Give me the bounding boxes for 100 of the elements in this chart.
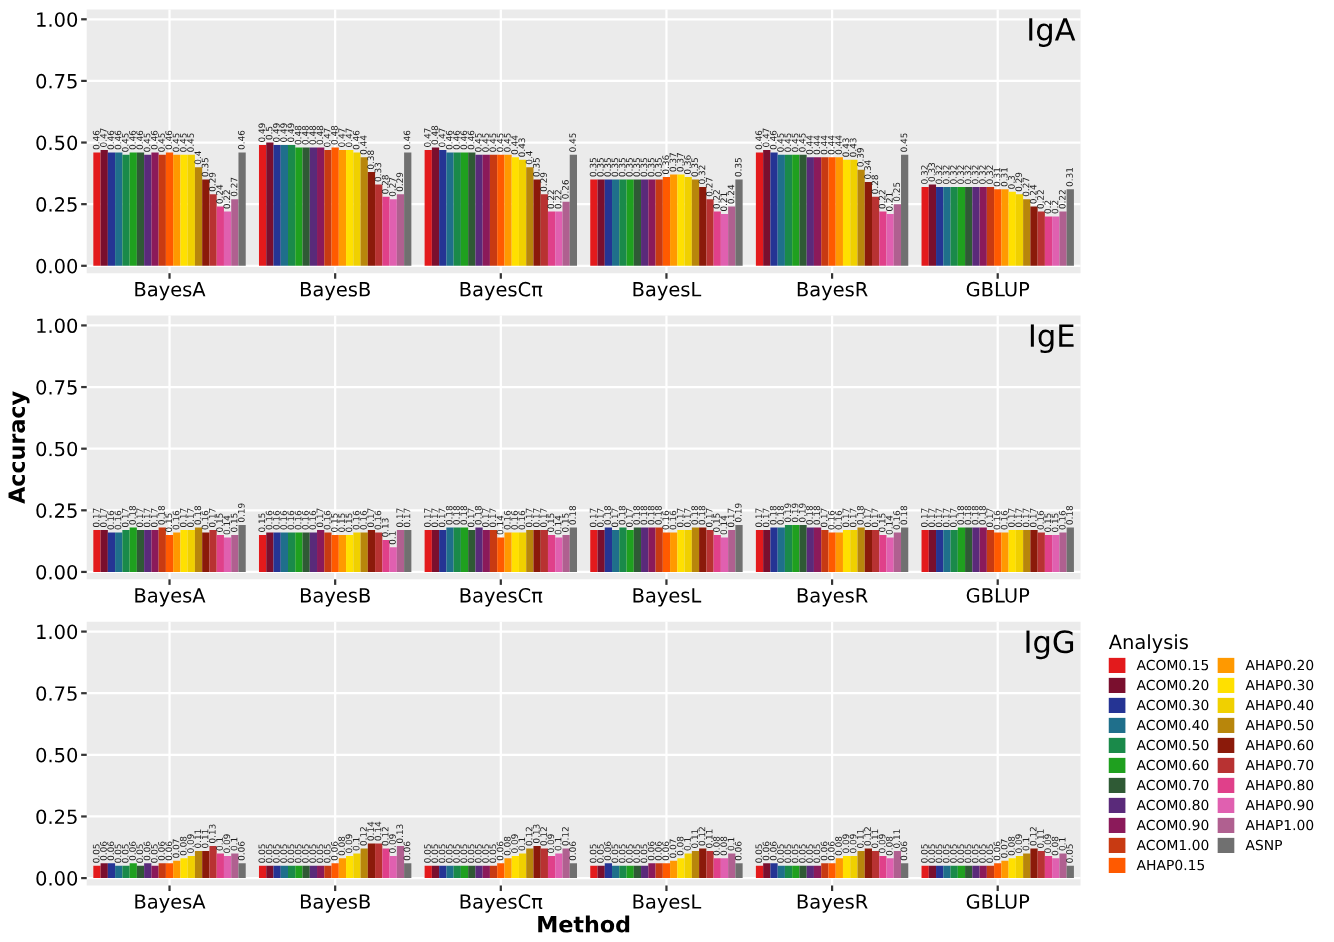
bar [431, 147, 440, 266]
bar [382, 848, 390, 879]
bar [446, 152, 454, 266]
bar [158, 527, 166, 572]
bar [562, 201, 570, 266]
bar [194, 850, 203, 879]
x-axis-title: Method [538, 915, 630, 933]
bar [835, 157, 843, 266]
bar [231, 534, 239, 572]
y-tick-label: 0.00 [36, 564, 78, 580]
bar [122, 865, 130, 879]
bar [194, 167, 203, 266]
bar [353, 853, 361, 879]
bar [540, 530, 548, 572]
bar [331, 147, 339, 266]
x-tick-label: BayesR [797, 894, 868, 913]
bar [813, 865, 822, 879]
bar [424, 149, 432, 266]
bar [1023, 853, 1031, 879]
bar [115, 865, 123, 879]
bar [986, 530, 995, 572]
bar [115, 152, 123, 266]
bar [777, 154, 785, 266]
bar [755, 530, 764, 572]
bar [1001, 189, 1009, 266]
bar [526, 530, 534, 572]
bar [231, 853, 239, 879]
bar [360, 157, 368, 266]
bar [979, 527, 987, 572]
bar [489, 865, 498, 879]
bar [655, 179, 663, 266]
bar [994, 189, 1002, 266]
bar [295, 532, 303, 572]
bar [792, 525, 800, 572]
bar [518, 853, 527, 879]
bar [475, 527, 483, 572]
x-tick-label: BayesL [633, 588, 702, 607]
bar [453, 152, 461, 266]
bar [540, 194, 548, 266]
bar [943, 530, 951, 572]
bar [266, 142, 274, 266]
bar [288, 145, 296, 266]
bar [518, 532, 527, 572]
bar [648, 527, 656, 572]
bar [173, 860, 181, 879]
bar [662, 863, 671, 879]
bar [216, 853, 224, 879]
bar [396, 846, 405, 879]
legend-title: Analysis [1108, 634, 1188, 654]
bar [324, 149, 332, 266]
bar [187, 855, 195, 879]
bar [901, 154, 909, 266]
bar [136, 530, 145, 572]
bar [158, 154, 166, 266]
bar [555, 211, 563, 266]
chart-title: IgA [1029, 18, 1076, 47]
bar [468, 152, 476, 266]
bar [288, 865, 296, 879]
bar [439, 865, 447, 879]
x-tick-label: GBLUP [966, 588, 1030, 603]
bar [626, 179, 634, 266]
bar [735, 863, 743, 879]
bar [720, 858, 729, 879]
bar [324, 865, 332, 879]
bar [957, 186, 966, 266]
bar [475, 865, 483, 879]
bar [338, 534, 347, 572]
bar [504, 532, 512, 572]
x-tick-label: BayesL [633, 282, 702, 301]
bar [266, 532, 274, 572]
bar [763, 863, 771, 879]
bar [965, 865, 973, 879]
x-tick-label: GBLUP [966, 894, 1030, 909]
bar [655, 527, 663, 572]
y-tick-label: 0.50 [36, 747, 78, 763]
bar [115, 532, 123, 572]
bar [302, 532, 310, 572]
bar [792, 154, 800, 266]
bar [309, 532, 318, 572]
bar [706, 530, 714, 572]
bar [100, 530, 108, 572]
bar [604, 527, 613, 572]
bar [144, 154, 152, 266]
bar [1023, 530, 1031, 572]
bar [346, 534, 354, 572]
x-tick-label: BayesA [135, 894, 206, 913]
bar [763, 530, 771, 572]
bar [901, 527, 909, 572]
bar [482, 154, 490, 266]
bar [777, 865, 785, 879]
bar [331, 534, 339, 572]
bar [662, 532, 671, 572]
y-axis-title: Accuracy [8, 391, 30, 504]
bar [662, 177, 671, 266]
bar [1015, 530, 1024, 572]
bar [1044, 216, 1053, 266]
bar [1030, 848, 1038, 879]
bar [1066, 527, 1074, 572]
bar [755, 152, 764, 266]
bar [648, 863, 656, 879]
